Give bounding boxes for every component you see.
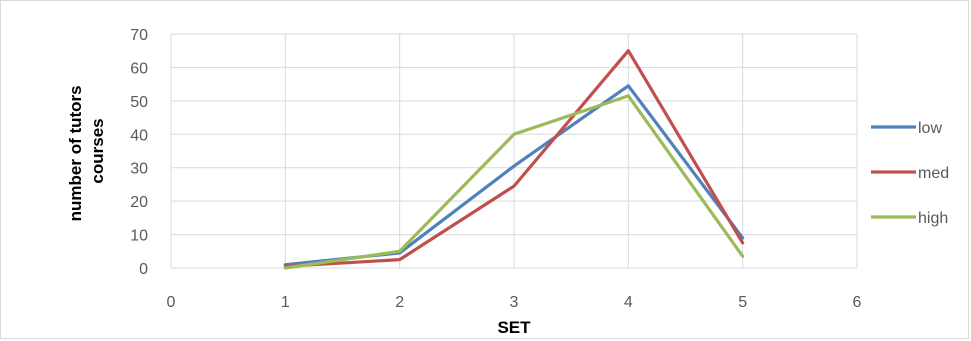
legend-item-med: med	[871, 165, 949, 182]
legend-label-med: med	[918, 165, 949, 182]
y-axis-title-line-1: number of tutors	[66, 85, 85, 221]
x-tick-label: 0	[167, 294, 176, 311]
tick-labels: 0 10 20 30 40 50 60 70 0 1 2 3 4 5 6	[130, 27, 861, 311]
legend-label-high: high	[918, 210, 948, 227]
y-axis-title-line-2: courses	[88, 118, 107, 183]
y-tick-label: 70	[130, 27, 148, 44]
y-tick-label: 20	[130, 194, 148, 211]
y-tick-label: 40	[130, 127, 148, 144]
x-axis-title: SET	[497, 318, 531, 337]
x-tick-label: 1	[281, 294, 290, 311]
y-tick-label: 10	[130, 228, 148, 245]
y-tick-label: 60	[130, 60, 148, 77]
x-tick-label: 6	[853, 294, 862, 311]
y-tick-label: 30	[130, 161, 148, 178]
series-line-med	[283, 49, 745, 268]
legend-label-low: low	[918, 120, 942, 137]
x-tick-label: 5	[738, 294, 747, 311]
series-line-high	[283, 94, 745, 270]
y-tick-label: 0	[139, 261, 148, 278]
legend-item-high: high	[871, 210, 948, 227]
y-axis-title: number of tutors courses	[66, 81, 107, 222]
gridlines	[170, 33, 858, 269]
legend: low med high	[871, 120, 949, 227]
x-tick-label: 3	[510, 294, 519, 311]
y-tick-label: 50	[130, 94, 148, 111]
legend-item-low: low	[871, 120, 942, 137]
x-tick-label: 2	[395, 294, 404, 311]
series-lines	[283, 49, 745, 270]
x-tick-label: 4	[624, 294, 633, 311]
